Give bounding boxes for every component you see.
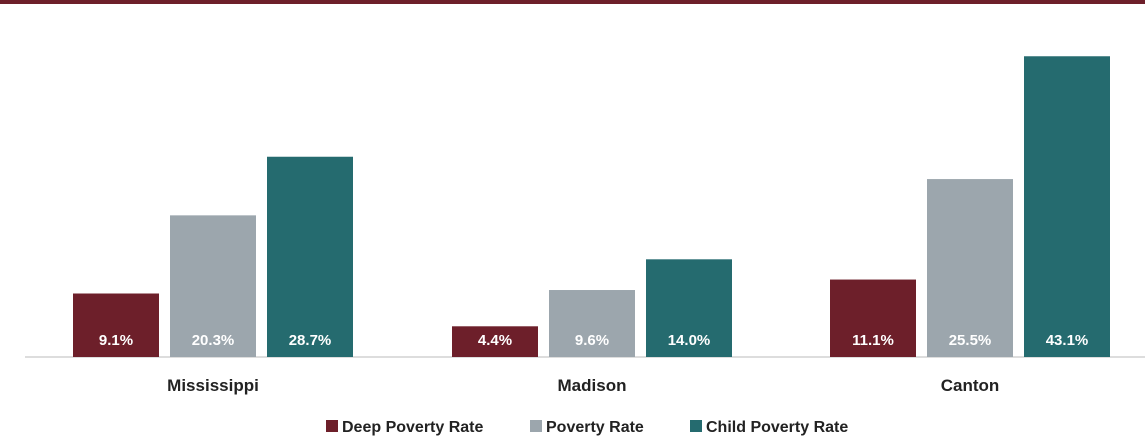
legend-swatch-deep-poverty-rate [326, 420, 338, 432]
bar-madison-child-poverty-rate [646, 259, 732, 357]
data-label-madison-child-poverty-rate: 14.0% [668, 332, 711, 349]
category-label-canton: Canton [941, 376, 1000, 395]
bar-madison-poverty-rate [549, 290, 635, 357]
legend-swatch-poverty-rate [530, 420, 542, 432]
category-labels: Mississippi Madison Canton [167, 376, 999, 395]
data-label-madison-poverty-rate: 9.6% [575, 332, 609, 349]
top-rule [0, 0, 1145, 4]
legend-label-deep-poverty-rate: Deep Poverty Rate [342, 419, 483, 436]
bar-mississippi-child-poverty-rate [267, 156, 353, 357]
legend-swatch-child-poverty-rate [690, 420, 702, 432]
data-label-mississippi-deep-poverty-rate: 9.1% [99, 332, 133, 349]
data-label-canton-poverty-rate: 25.5% [949, 332, 992, 349]
bar-canton-deep-poverty-rate [830, 279, 916, 357]
legend: Deep Poverty Rate Poverty Rate Child Pover… [326, 419, 848, 436]
bar-canton-child-poverty-rate [1024, 56, 1110, 357]
bars-group: 9.1% 20.3% 28.7% 4.4% 9.6% 14.0% 11.1% 25.5% 43.… [73, 56, 1110, 357]
legend-label-child-poverty-rate: Child Poverty Rate [706, 419, 848, 436]
data-label-mississippi-child-poverty-rate: 28.7% [289, 332, 332, 349]
data-label-madison-deep-poverty-rate: 4.4% [478, 332, 512, 349]
bar-canton-poverty-rate [927, 179, 1013, 357]
bar-mississippi-poverty-rate [170, 215, 256, 357]
bar-madison-deep-poverty-rate [452, 326, 538, 357]
data-label-canton-deep-poverty-rate: 11.1% [852, 332, 894, 349]
data-label-canton-child-poverty-rate: 43.1% [1046, 332, 1089, 349]
category-label-mississippi: Mississippi [167, 376, 259, 395]
data-label-mississippi-poverty-rate: 20.3% [192, 332, 235, 349]
bar-mississippi-deep-poverty-rate [73, 293, 159, 357]
category-label-madison: Madison [558, 376, 627, 395]
legend-label-poverty-rate: Poverty Rate [546, 419, 644, 436]
